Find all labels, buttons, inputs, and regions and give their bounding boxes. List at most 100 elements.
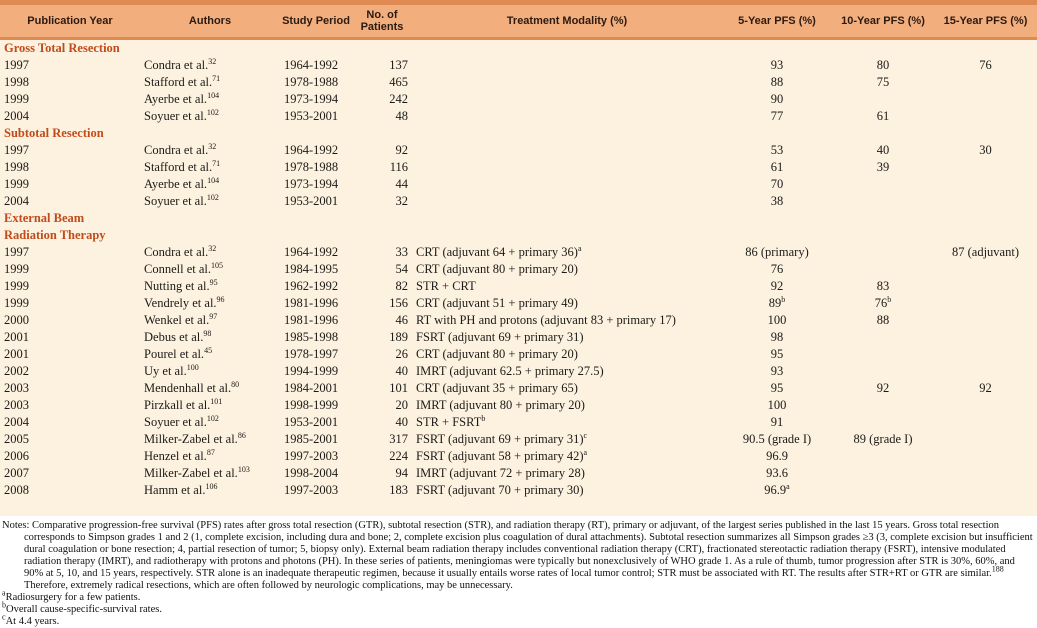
cell-pfs-10-year [832,448,934,465]
cell-no-of-patients: 156 [352,295,412,312]
section-title-line: External Beam [4,211,85,225]
cell-pfs-10-year [832,244,934,261]
table-row: 1998 Stafford et al.71 1978-1988 116 61 39 [0,159,1037,176]
cell-pfs-15-year [934,431,1037,448]
footnote: aRadiosurgery for a few patients. [2,588,141,603]
cell-publication-year: 2001 [0,329,140,346]
cell-pfs-10-year: 76b [832,295,934,312]
cell-no-of-patients: 183 [352,482,412,499]
cell-authors: Vendrely et al.96 [140,295,280,312]
cell-study-period: 1981-1996 [280,295,352,312]
cell-publication-year: 2001 [0,346,140,363]
notes: Notes: Comparative progression-free surv… [0,516,1037,628]
cell-pfs-15-year [934,261,1037,278]
cell-pfs-15-year [934,74,1037,91]
cell-no-of-patients: 137 [352,57,412,74]
cell-pfs-15-year: 76 [934,57,1037,74]
table-row: 1997 Condra et al.32 1964-1992 137 93 80 76 [0,57,1037,74]
cell-treatment-modality: STR + FSRTb [412,414,722,431]
notes-text: Notes: Comparative progression-free surv… [2,520,1033,591]
cell-study-period: 1978-1988 [280,159,352,176]
cell-pfs-10-year [832,193,934,210]
cell-pfs-5-year: 70 [722,176,832,193]
cell-authors: Connell et al.105 [140,261,280,278]
cell-publication-year: 2002 [0,363,140,380]
cell-pfs-15-year [934,482,1037,499]
cell-no-of-patients: 317 [352,431,412,448]
cell-authors: Condra et al.32 [140,57,280,74]
table-row: 1999 Ayerbe et al.104 1973-1994 44 70 [0,176,1037,193]
cell-treatment-modality [412,193,722,210]
cell-authors: Milker-Zabel et al.86 [140,431,280,448]
cell-authors: Stafford et al.71 [140,74,280,91]
cell-pfs-10-year: 80 [832,57,934,74]
cell-no-of-patients: 242 [352,91,412,108]
table-row: 2001 Debus et al.98 1985-1998 189 FSRT (adju… [0,329,1037,346]
column-header-line: 10-Year PFS (%) [841,15,925,27]
cell-pfs-15-year [934,363,1037,380]
cell-study-period: 1997-2003 [280,482,352,499]
cell-pfs-5-year: 98 [722,329,832,346]
cell-treatment-modality: FSRT (adjuvant 70 + primary 30) [412,482,722,499]
cell-study-period: 1994-1999 [280,363,352,380]
table-row: 2006 Henzel et al.87 1997-2003 224 FSRT (adj… [0,448,1037,465]
cell-authors: Pourel et al.45 [140,346,280,363]
cell-publication-year: 1998 [0,74,140,91]
cell-pfs-10-year [832,91,934,108]
cell-publication-year: 1997 [0,57,140,74]
cell-pfs-15-year [934,193,1037,210]
cell-pfs-5-year: 100 [722,397,832,414]
cell-pfs-15-year [934,465,1037,482]
cell-publication-year: 2003 [0,380,140,397]
cell-authors: Soyuer et al.102 [140,108,280,125]
cell-pfs-5-year: 91 [722,414,832,431]
cell-pfs-10-year: 61 [832,108,934,125]
column-header-study-period: Study Period [280,0,352,40]
cell-no-of-patients: 46 [352,312,412,329]
cell-treatment-modality: FSRT (adjuvant 58 + primary 42)a [412,448,722,465]
cell-treatment-modality [412,74,722,91]
cell-pfs-5-year: 86 (primary) [722,244,832,261]
cell-no-of-patients: 40 [352,363,412,380]
column-header-pfs-5-year: 5-Year PFS (%) [722,0,832,40]
cell-no-of-patients: 101 [352,380,412,397]
cell-pfs-10-year [832,465,934,482]
cell-study-period: 1985-2001 [280,431,352,448]
section-title-line: Radiation Therapy [4,228,106,242]
cell-pfs-5-year: 90.5 (grade I) [722,431,832,448]
cell-study-period: 1953-2001 [280,108,352,125]
cell-study-period: 1973-1994 [280,176,352,193]
cell-pfs-10-year: 89 (grade I) [832,431,934,448]
footnote: bOverall cause-specific-survival rates. [2,600,162,615]
cell-pfs-5-year: 89b [722,295,832,312]
column-header-pfs-15-year: 15-Year PFS (%) [934,0,1037,40]
cell-pfs-15-year [934,414,1037,431]
table-row: 1999 Nutting et al.95 1962-1992 82 STR + CRT… [0,278,1037,295]
column-header-line: Study Period [282,15,350,27]
cell-no-of-patients: 54 [352,261,412,278]
cell-pfs-10-year: 75 [832,74,934,91]
cell-publication-year: 1999 [0,176,140,193]
cell-authors: Soyuer et al.102 [140,414,280,431]
cell-study-period: 1964-1992 [280,244,352,261]
cell-pfs-5-year: 90 [722,91,832,108]
cell-study-period: 1984-1995 [280,261,352,278]
cell-authors: Milker-Zabel et al.103 [140,465,280,482]
cell-treatment-modality: STR + CRT [412,278,722,295]
section-row: Gross Total Resection [0,38,1037,57]
cell-pfs-5-year: 93 [722,363,832,380]
table-row: 2008 Hamm et al.106 1997-2003 183 FSRT (adju… [0,482,1037,499]
header-row: Publication Year Authors Study Period No. o… [0,0,1037,40]
table-row: 2007 Milker-Zabel et al.103 1998-2004 94 IMR… [0,465,1037,482]
cell-no-of-patients: 82 [352,278,412,295]
cell-pfs-5-year: 92 [722,278,832,295]
table-row: 2000 Wenkel et al.97 1981-1996 46 RT with PH… [0,312,1037,329]
table-body: Gross Total Resection 1997 Condra et al.32… [0,38,1037,516]
cell-pfs-10-year [832,414,934,431]
table-row: 1999 Connell et al.105 1984-1995 54 CRT (adj… [0,261,1037,278]
cell-pfs-10-year [832,397,934,414]
cell-pfs-5-year: 96.9a [722,482,832,499]
table-row: 2004 Soyuer et al.102 1953-2001 32 38 [0,193,1037,210]
table-row: 2001 Pourel et al.45 1978-1997 26 CRT (adjuv… [0,346,1037,363]
cell-pfs-15-year: 30 [934,142,1037,159]
